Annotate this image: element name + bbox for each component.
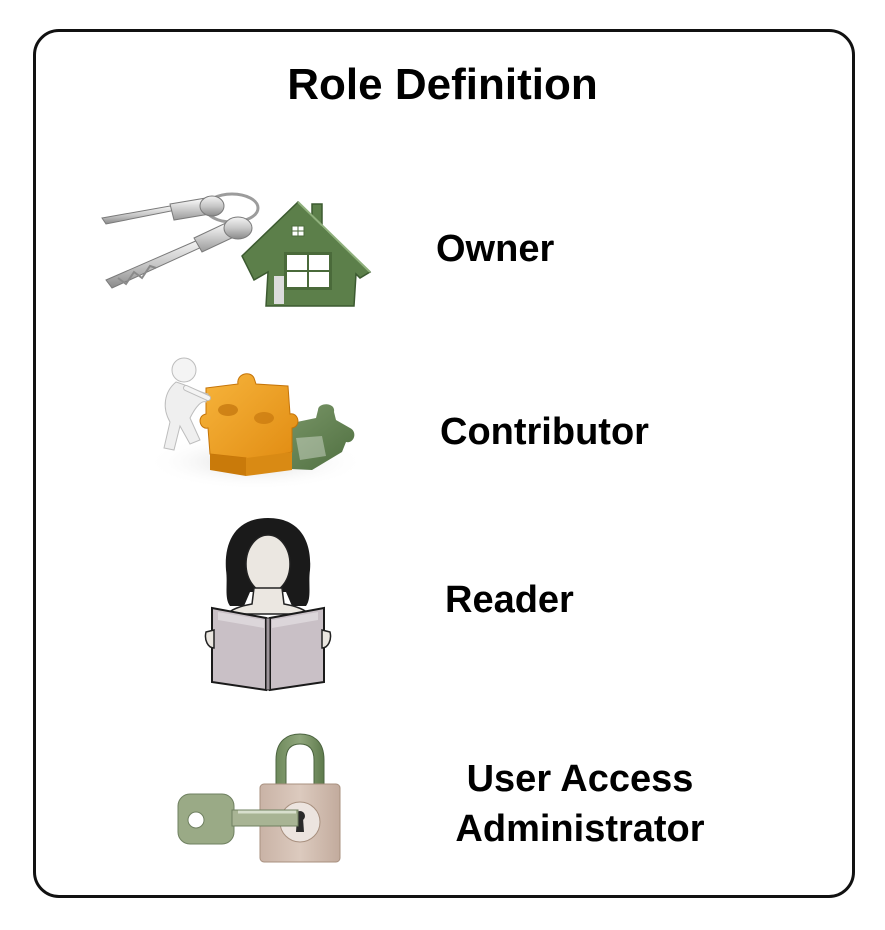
role-user-access-administrator-line-1: User Access [466,758,694,800]
diagram-title: Role Definition [287,60,598,109]
puzzle-person-icon [146,352,366,492]
padlock-key-icon [176,730,344,864]
role-contributor-label: Contributor [440,411,649,453]
role-user-access-administrator-label: User Access Administrator [430,754,730,854]
role-user-access-administrator-line-2: Administrator [455,808,705,850]
house-keys-icon [98,180,378,315]
role-reader-label: Reader [445,579,574,621]
role-owner-label: Owner [436,228,555,270]
woman-reading-icon [204,514,332,692]
